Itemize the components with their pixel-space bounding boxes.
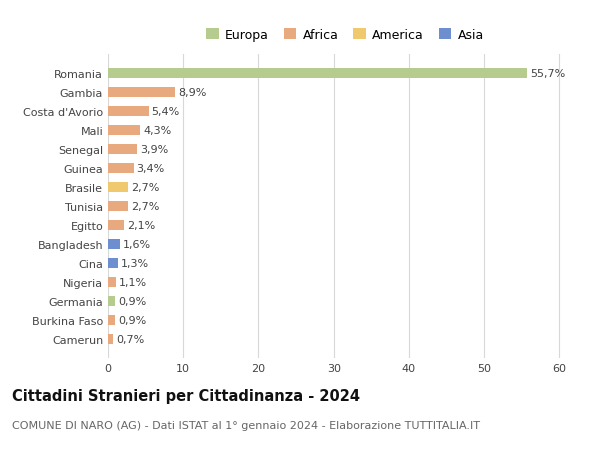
Bar <box>108 88 175 98</box>
Bar <box>108 315 115 325</box>
Bar <box>108 163 134 174</box>
Text: Cittadini Stranieri per Cittadinanza - 2024: Cittadini Stranieri per Cittadinanza - 2… <box>12 388 360 403</box>
Text: 4,3%: 4,3% <box>143 126 172 136</box>
Bar <box>108 126 140 136</box>
Bar <box>108 277 116 287</box>
Text: 3,4%: 3,4% <box>137 164 165 174</box>
Bar <box>108 258 118 269</box>
Bar <box>108 182 128 193</box>
Text: COMUNE DI NARO (AG) - Dati ISTAT al 1° gennaio 2024 - Elaborazione TUTTITALIA.IT: COMUNE DI NARO (AG) - Dati ISTAT al 1° g… <box>12 420 480 430</box>
Bar <box>108 69 527 79</box>
Text: 2,1%: 2,1% <box>127 220 155 230</box>
Text: 1,1%: 1,1% <box>119 277 148 287</box>
Text: 2,7%: 2,7% <box>131 183 160 193</box>
Text: 0,9%: 0,9% <box>118 296 146 306</box>
Text: 3,9%: 3,9% <box>140 145 169 155</box>
Text: 1,6%: 1,6% <box>123 240 151 249</box>
Text: 0,9%: 0,9% <box>118 315 146 325</box>
Legend: Europa, Africa, America, Asia: Europa, Africa, America, Asia <box>202 25 488 46</box>
Text: 5,4%: 5,4% <box>152 107 180 117</box>
Text: 0,7%: 0,7% <box>116 334 145 344</box>
Text: 55,7%: 55,7% <box>530 69 565 79</box>
Bar <box>108 239 120 250</box>
Text: 2,7%: 2,7% <box>131 202 160 212</box>
Text: 1,3%: 1,3% <box>121 258 149 269</box>
Bar <box>108 296 115 307</box>
Bar <box>108 334 113 344</box>
Bar <box>108 106 149 117</box>
Bar <box>108 202 128 212</box>
Bar <box>108 145 137 155</box>
Bar <box>108 220 124 231</box>
Text: 8,9%: 8,9% <box>178 88 206 98</box>
